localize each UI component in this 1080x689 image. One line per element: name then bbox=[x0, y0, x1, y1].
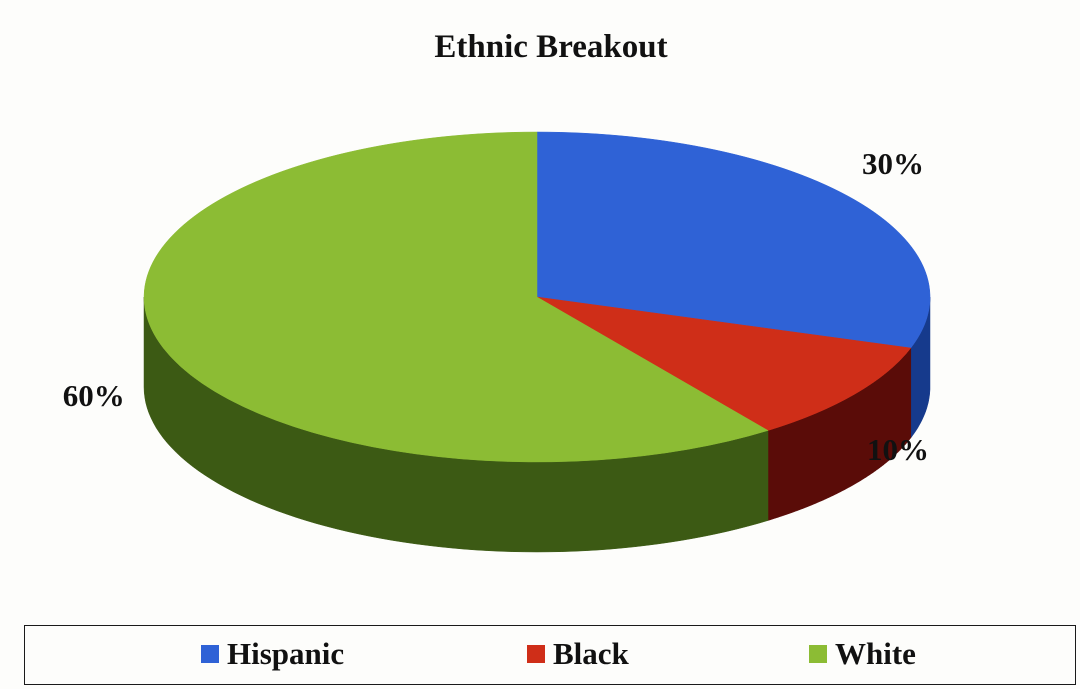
pie-slice-hispanic bbox=[536, 131, 931, 349]
pie-data-labels: 30% 10% 60% bbox=[63, 146, 929, 467]
legend-label-white: White bbox=[835, 636, 916, 671]
legend-swatch-black bbox=[527, 645, 545, 663]
legend: Hispanic Black White bbox=[24, 625, 1076, 685]
data-label-white: 60% bbox=[63, 378, 125, 413]
pie-chart: Ethnic Breakout 30% 10% 60% bbox=[63, 29, 931, 553]
chart-title: Ethnic Breakout bbox=[434, 29, 667, 65]
legend-item-hispanic: Hispanic bbox=[201, 636, 344, 672]
legend-swatch-hispanic bbox=[201, 645, 219, 663]
legend-item-white: White bbox=[809, 636, 916, 672]
pie-slice-white bbox=[143, 131, 769, 463]
legend-swatch-white bbox=[809, 645, 827, 663]
pie-slice-black bbox=[536, 296, 912, 431]
pie-top bbox=[143, 131, 931, 463]
legend-label-black: Black bbox=[553, 636, 629, 671]
legend-label-hispanic: Hispanic bbox=[227, 636, 345, 671]
data-label-hispanic: 30% bbox=[862, 146, 924, 181]
legend-item-black: Black bbox=[527, 636, 629, 672]
data-label-black: 10% bbox=[867, 432, 929, 467]
